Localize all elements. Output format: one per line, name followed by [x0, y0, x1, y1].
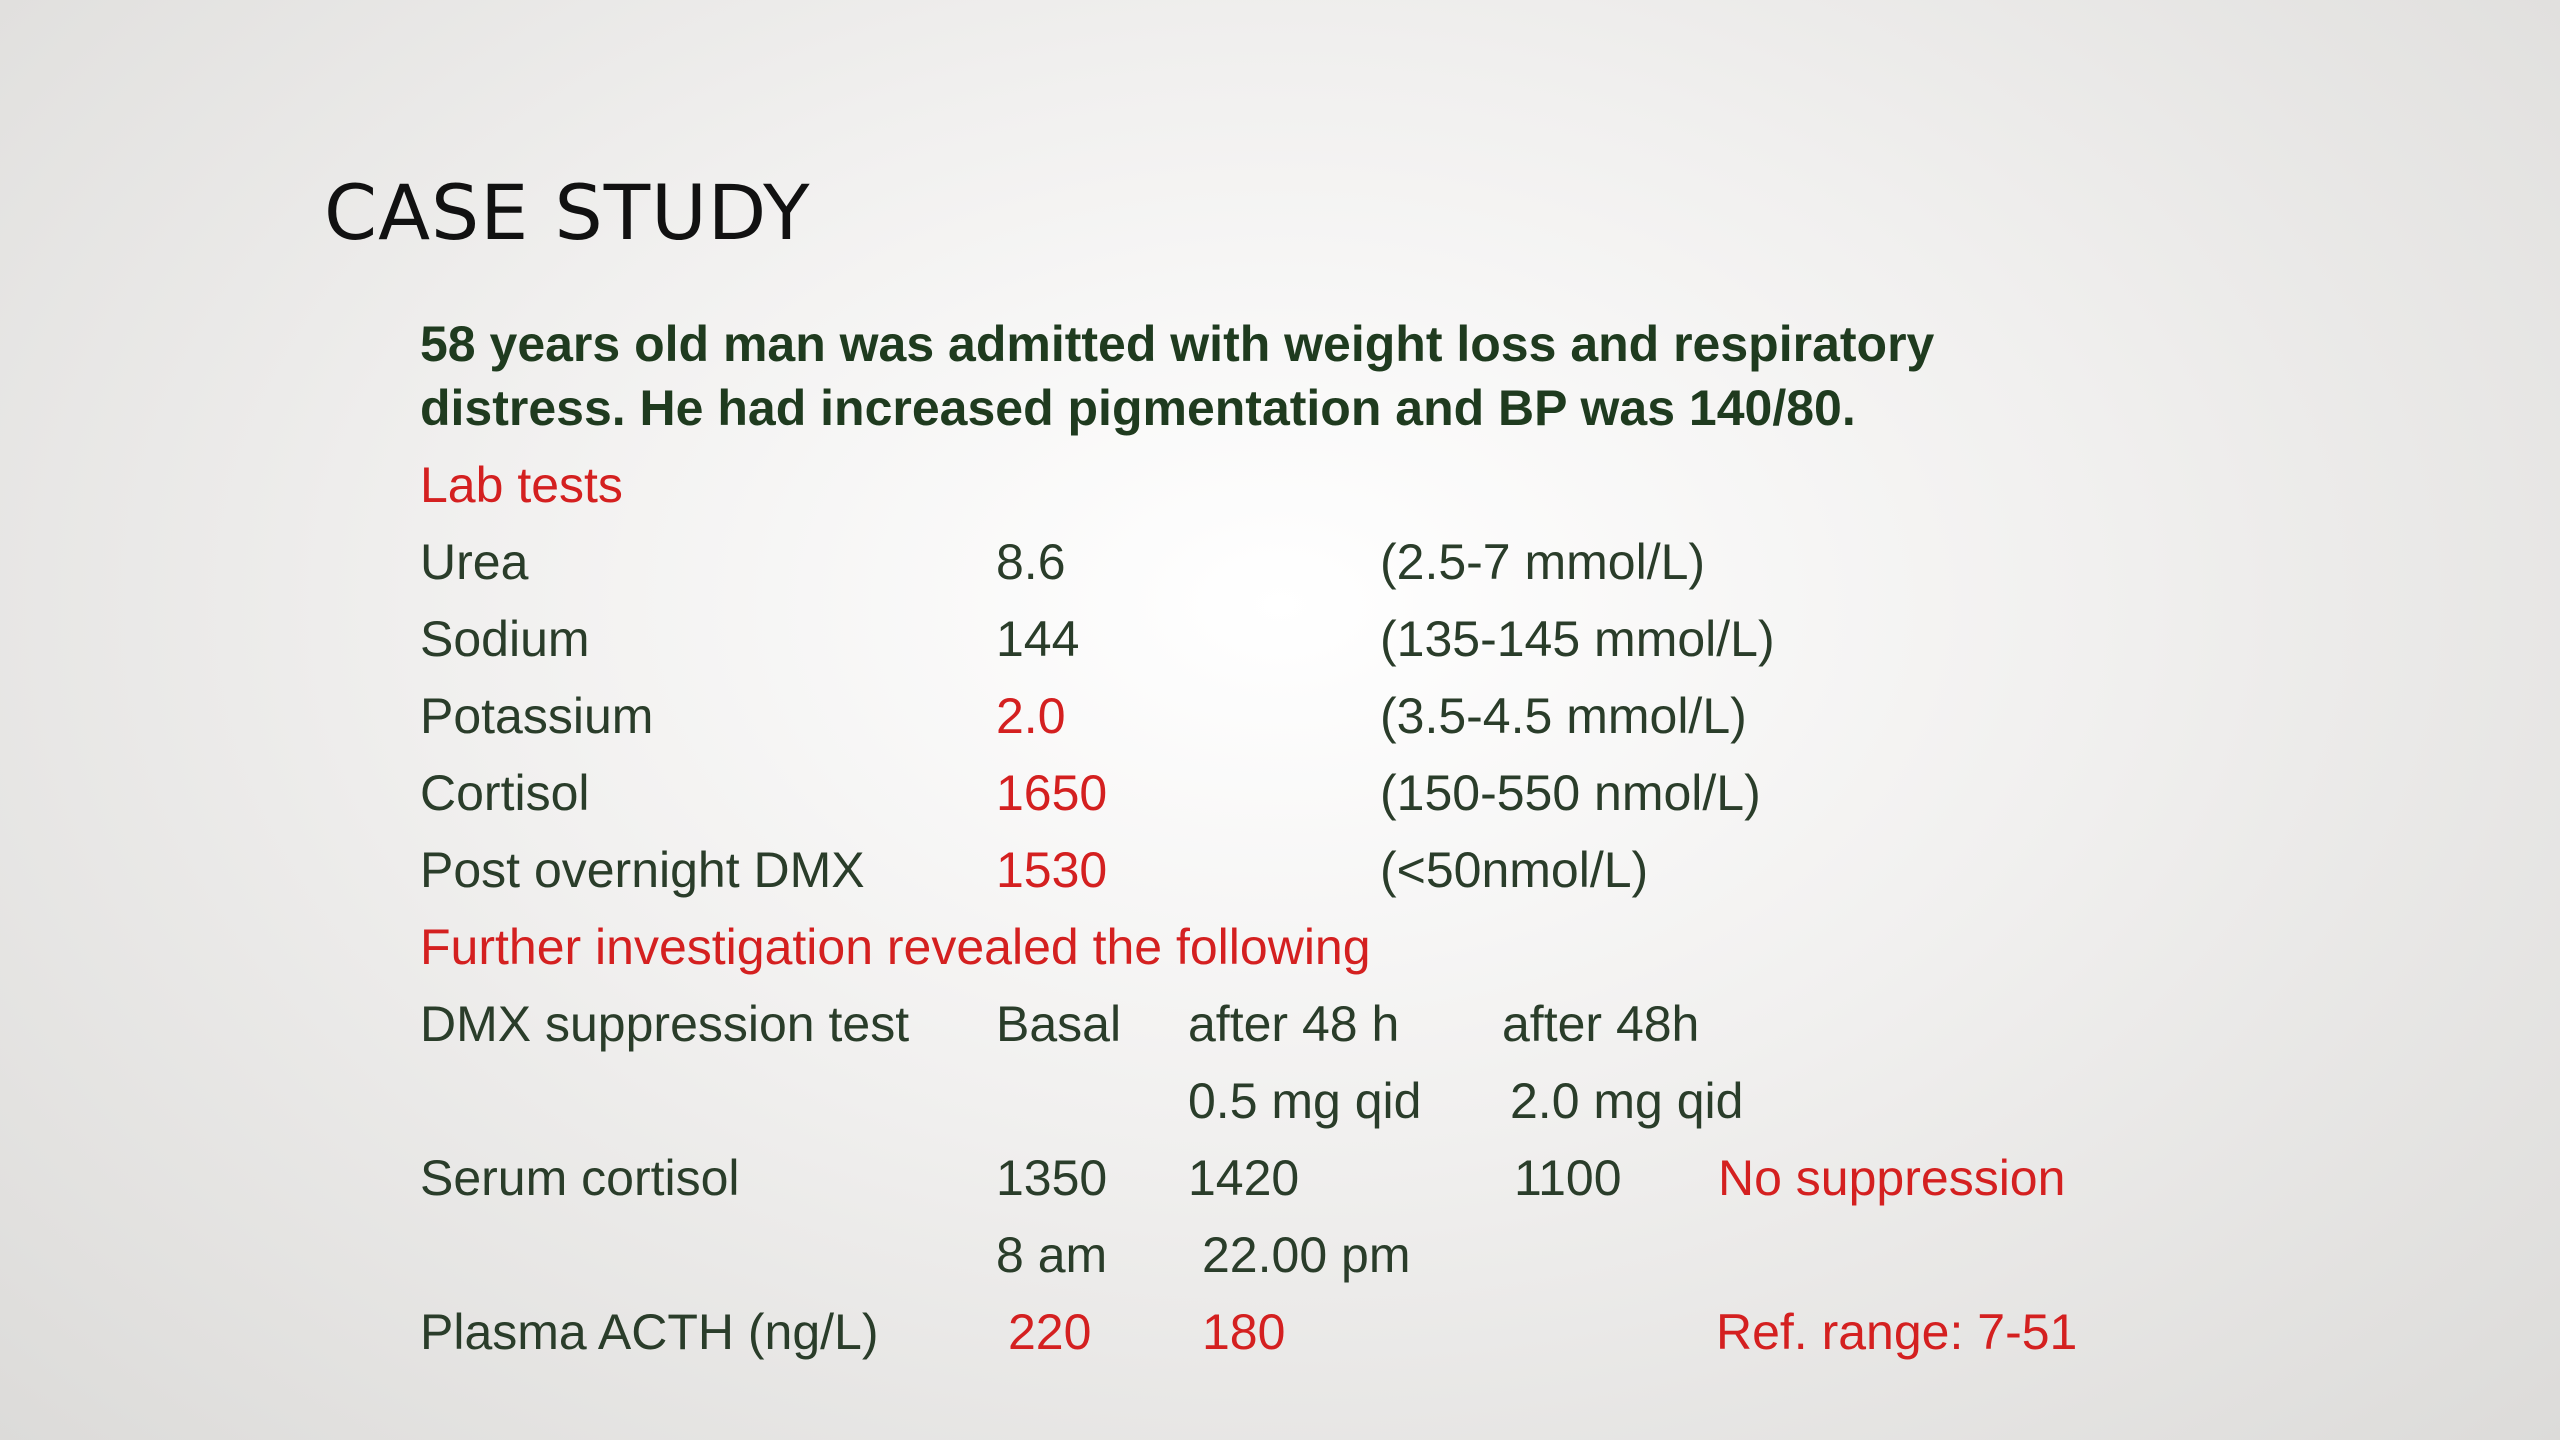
lab-value-post-dmx: 1530 [996, 842, 1108, 898]
lab-range-urea: (2.5-7 mmol/L) [1380, 534, 1706, 590]
dmx-label: DMX suppression test [420, 996, 910, 1052]
lab-name-potassium: Potassium [420, 688, 654, 744]
dmx-after48-header-1: after 48 h [1188, 996, 1400, 1052]
lab-range-post-dmx: (<50nmol/L) [1380, 842, 1649, 898]
serum-cortisol-note: No suppression [1718, 1150, 2066, 1206]
lab-name-urea: Urea [420, 534, 529, 590]
plasma-acth-value-1: 220 [1008, 1304, 1092, 1360]
dmx-dose-2: 2.0 mg qid [1510, 1073, 1744, 1129]
lab-value-urea: 8.6 [996, 534, 1066, 590]
time-22pm: 22.00 pm [1202, 1227, 1411, 1283]
lab-name-sodium: Sodium [420, 611, 590, 667]
lab-range-sodium: (135-145 mmol/L) [1380, 611, 1775, 667]
lab-range-cortisol: (150-550 nmol/L) [1380, 765, 1761, 821]
time-8am: 8 am [996, 1227, 1108, 1283]
dmx-dose-1: 0.5 mg qid [1188, 1073, 1422, 1129]
lab-name-cortisol: Cortisol [420, 765, 590, 821]
lab-range-potassium: (3.5-4.5 mmol/L) [1380, 688, 1747, 744]
dmx-basal-header: Basal [996, 996, 1122, 1052]
serum-cortisol-label: Serum cortisol [420, 1150, 740, 1206]
plasma-acth-ref-range: Ref. range: 7-51 [1716, 1304, 2078, 1360]
case-intro: 58 years old man was admitted with weigh… [420, 312, 2220, 440]
serum-cortisol-after-2: 1100 [1514, 1150, 1622, 1206]
intro-line-1: 58 years old man was admitted with weigh… [420, 316, 1935, 372]
serum-cortisol-basal: 1350 [996, 1150, 1108, 1206]
lab-name-post-dmx: Post overnight DMX [420, 842, 865, 898]
slide-title: CASE STUDY [324, 168, 811, 257]
plasma-acth-label: Plasma ACTH (ng/L) [420, 1304, 879, 1360]
lab-value-sodium: 144 [996, 611, 1080, 667]
intro-line-2: distress. He had increased pigmentation … [420, 380, 1856, 436]
dmx-after48-header-2: after 48h [1502, 996, 1700, 1052]
lab-value-cortisol: 1650 [996, 765, 1108, 821]
plasma-acth-value-2: 180 [1202, 1304, 1286, 1360]
lab-value-potassium: 2.0 [996, 688, 1066, 744]
further-heading: Further investigation revealed the follo… [420, 919, 1371, 975]
lab-tests-heading: Lab tests [420, 457, 623, 513]
serum-cortisol-after-1: 1420 [1188, 1150, 1300, 1206]
